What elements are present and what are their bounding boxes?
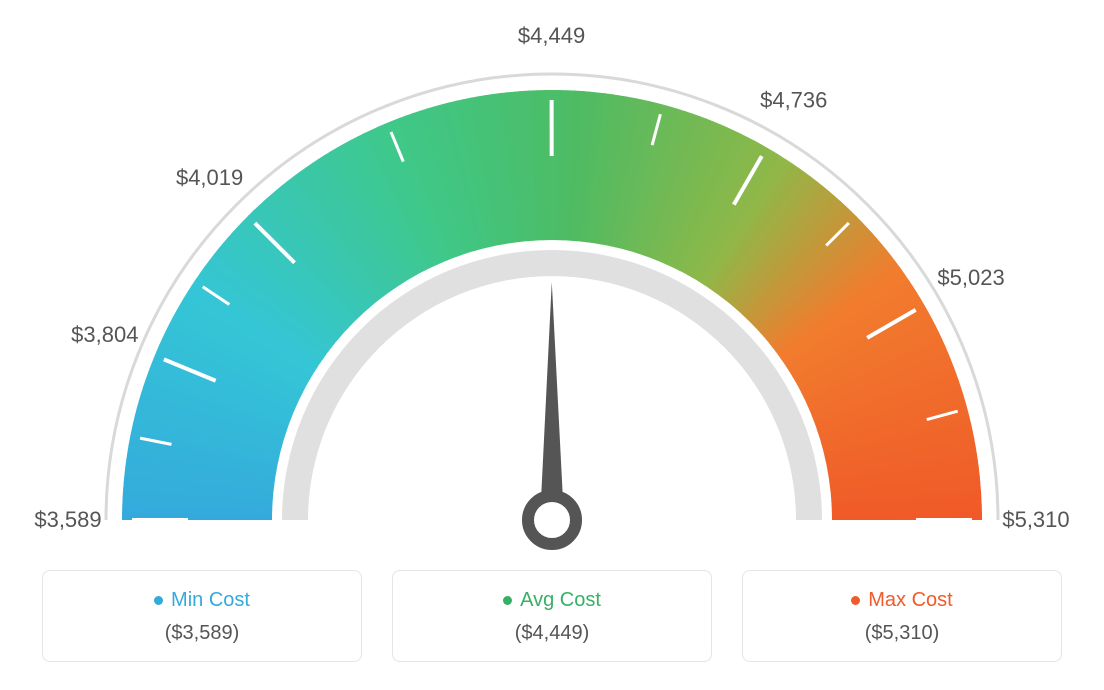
legend-row: Min Cost ($3,589) Avg Cost ($4,449) Max … — [42, 570, 1062, 662]
legend-title-avg: Avg Cost — [413, 589, 691, 612]
svg-text:$5,023: $5,023 — [937, 265, 1004, 290]
svg-text:$3,589: $3,589 — [34, 507, 101, 532]
legend-value-avg: ($4,449) — [413, 622, 691, 645]
gauge-needle — [528, 282, 576, 544]
legend-title-max: Max Cost — [763, 589, 1041, 612]
legend-title-min: Min Cost — [63, 589, 341, 612]
legend-title-label: Max Cost — [868, 589, 952, 612]
legend-card-avg: Avg Cost ($4,449) — [392, 570, 712, 662]
svg-text:$4,019: $4,019 — [176, 165, 243, 190]
legend-title-label: Min Cost — [171, 589, 250, 612]
legend-card-max: Max Cost ($5,310) — [742, 570, 1062, 662]
svg-text:$4,449: $4,449 — [518, 23, 585, 48]
dot-icon — [851, 596, 860, 605]
legend-title-label: Avg Cost — [520, 589, 601, 612]
gauge-chart: $3,589 $3,804 $4,019 $4,449 $4,736 $5,023 $5,3… — [20, 20, 1084, 560]
gauge-svg: $3,589 $3,804 $4,019 $4,449 $4,736 $5,023 $5,3… — [20, 20, 1084, 560]
dot-icon — [154, 596, 163, 605]
dot-icon — [503, 596, 512, 605]
legend-value-min: ($3,589) — [63, 622, 341, 645]
svg-text:$5,310: $5,310 — [1002, 507, 1069, 532]
legend-card-min: Min Cost ($3,589) — [42, 570, 362, 662]
svg-text:$4,736: $4,736 — [760, 88, 827, 113]
svg-text:$3,804: $3,804 — [71, 322, 138, 347]
legend-value-max: ($5,310) — [763, 622, 1041, 645]
